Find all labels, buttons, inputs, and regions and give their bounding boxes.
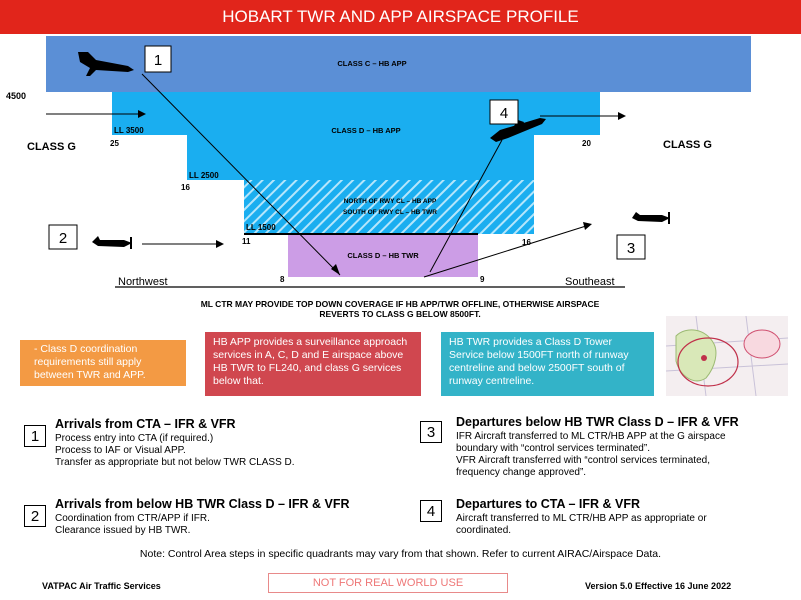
step-4-line: Aircraft transferred to ML CTR/HB APP as… xyxy=(456,513,707,524)
step-1-number: 1 xyxy=(24,425,46,447)
step-4-title: Departures to CTA – IFR & VFR xyxy=(456,497,641,511)
distance-11: 11 xyxy=(242,237,251,246)
departure-3-path xyxy=(423,225,587,278)
step-1-line: Transfer as appropriate but not below TW… xyxy=(55,457,295,468)
marker-3: 3 xyxy=(616,234,646,260)
orange-note: - Class D coordination requirements stil… xyxy=(20,340,186,386)
step-2-line: Coordination from CTR/APP if IFR. xyxy=(55,513,210,524)
departure-4-path xyxy=(429,139,503,273)
step-3-line: IFR Aircraft transferred to ML CTR/HB AP… xyxy=(456,431,726,442)
step-3-number: 3 xyxy=(420,421,442,443)
step-1-line: Process entry into CTA (if required.) xyxy=(55,433,214,444)
class-c-label: CLASS C – HB APP xyxy=(337,59,406,68)
altitude-4500: 4500 xyxy=(6,91,26,101)
distance-16-left: 16 xyxy=(181,183,190,192)
jet-aircraft-icon xyxy=(490,118,546,142)
lower-limit-3500: LL 3500 xyxy=(114,126,144,135)
page-title: HOBART TWR AND APP AIRSPACE PROFILE xyxy=(0,0,801,34)
class-d-app-label: CLASS D – HB APP xyxy=(331,126,400,135)
offline-coverage-warning: ML CTR MAY PROVIDE TOP DOWN COVERAGE IF … xyxy=(200,299,600,319)
marker-2: 2 xyxy=(48,224,78,250)
step-2-title: Arrivals from below HB TWR Class D – IFR… xyxy=(55,497,350,511)
airspace-diagram: CLASS C – HB APP CLASS D – HB APP NORTH … xyxy=(6,36,751,288)
distance-8: 8 xyxy=(280,275,285,284)
distance-25: 25 xyxy=(110,139,119,148)
red-note: HB APP provides a surveillance approach … xyxy=(205,332,421,396)
lower-limit-2500: LL 2500 xyxy=(189,171,219,180)
arrival-1-path xyxy=(141,73,341,276)
step-1-line: Process to IAF or Visual APP. xyxy=(55,445,186,456)
airspace-map-thumbnail xyxy=(666,316,788,396)
distance-16-right: 16 xyxy=(522,238,531,247)
distance-9: 9 xyxy=(480,275,485,284)
step-3-line: boundary with “control services terminat… xyxy=(456,443,650,454)
southeast-label: Southeast xyxy=(565,276,615,288)
step-4-line: coordinated. xyxy=(456,525,512,536)
teal-note: HB TWR provides a Class D Tower Service … xyxy=(441,332,654,396)
marker-4: 4 xyxy=(489,99,519,125)
svg-text:1: 1 xyxy=(154,52,162,69)
distance-20: 20 xyxy=(582,139,591,148)
jet-aircraft-icon xyxy=(78,52,134,76)
step-3-line: frequency change approved”. xyxy=(456,467,587,478)
svg-text:2: 2 xyxy=(59,230,67,247)
hatched-split-area xyxy=(244,180,534,234)
step-2-line: Clearance issued by HB TWR. xyxy=(55,525,191,536)
not-for-real-world-use-badge: NOT FOR REAL WORLD USE xyxy=(268,573,508,593)
footer-version: Version 5.0 Effective 16 June 2022 xyxy=(585,581,732,591)
step-3-line: VFR Aircraft transferred with “control s… xyxy=(456,455,710,466)
propeller-aircraft-icon xyxy=(632,212,670,224)
class-d-twr-label: CLASS D – HB TWR xyxy=(347,251,419,260)
lower-limit-1500: LL 1500 xyxy=(246,223,276,232)
step-3-title: Departures below HB TWR Class D – IFR & … xyxy=(456,415,739,429)
marker-1: 1 xyxy=(144,45,172,73)
class-g-right: CLASS G xyxy=(663,139,712,151)
step-4-number: 4 xyxy=(420,500,442,522)
step-1-title: Arrivals from CTA – IFR & VFR xyxy=(55,417,236,431)
northwest-label: Northwest xyxy=(118,276,168,288)
class-g-left: CLASS G xyxy=(27,141,76,153)
svg-text:4: 4 xyxy=(500,105,508,122)
svg-text:3: 3 xyxy=(627,240,635,257)
footer-organisation: VATPAC Air Traffic Services xyxy=(42,581,161,591)
airspace-note: Note: Control Area steps in specific qua… xyxy=(139,548,662,560)
hatched-north-label: NORTH OF RWY CL – HB APP xyxy=(344,198,437,205)
step-2-number: 2 xyxy=(24,505,46,527)
propeller-aircraft-icon xyxy=(92,236,132,249)
hatched-south-label: SOUTH OF RWY CL – HB TWR xyxy=(343,209,437,216)
